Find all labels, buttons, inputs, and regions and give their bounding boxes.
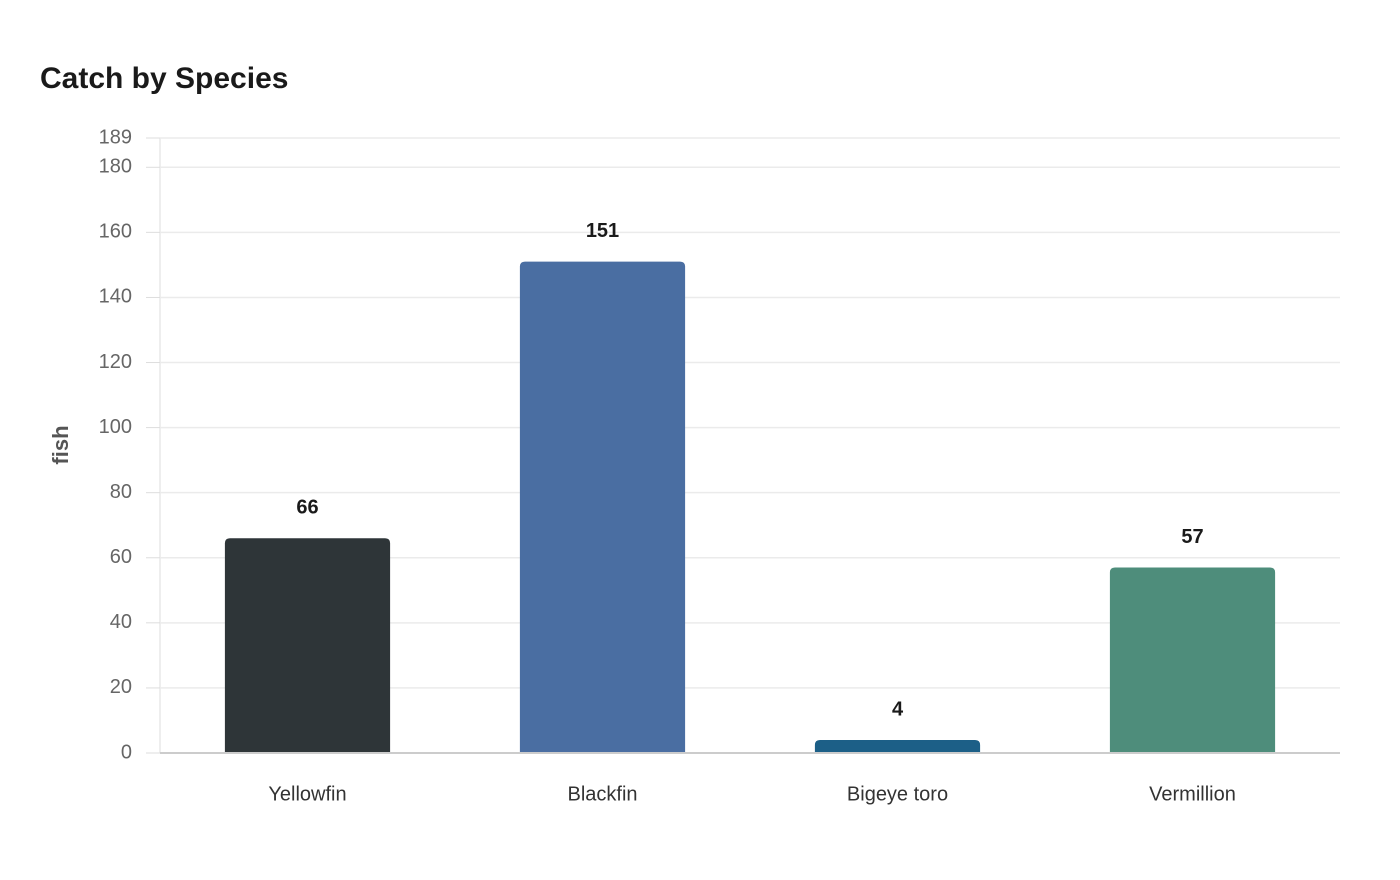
y-tick-label: 100 [99,416,132,438]
y-tick-label: 180 [99,156,132,178]
y-tick-label: 160 [99,221,132,243]
chart-title: Catch by Species [40,62,288,95]
y-tick-label: 60 [110,546,132,568]
x-tick-label: Bigeye toro [847,783,948,805]
bar [814,739,981,753]
y-tick-label: 140 [99,286,132,308]
y-tick-label: 40 [110,611,132,633]
x-tick-label: Vermillion [1149,783,1236,805]
y-axis-label: fish [48,425,73,464]
data-label: 151 [586,220,619,242]
data-label: 57 [1181,526,1203,548]
x-tick-label: Blackfin [567,783,637,805]
data-label: 4 [892,698,904,720]
data-label: 66 [296,497,318,519]
x-tick-label: Yellowfin [268,783,346,805]
bar [224,538,391,753]
y-tick-label: 20 [110,676,132,698]
y-tick-label: 80 [110,481,132,503]
y-tick-label: 120 [99,351,132,373]
y-tick-label: 0 [121,741,132,763]
bar [519,261,686,753]
y-tick-label: 189 [99,126,132,148]
bar [1109,567,1276,753]
